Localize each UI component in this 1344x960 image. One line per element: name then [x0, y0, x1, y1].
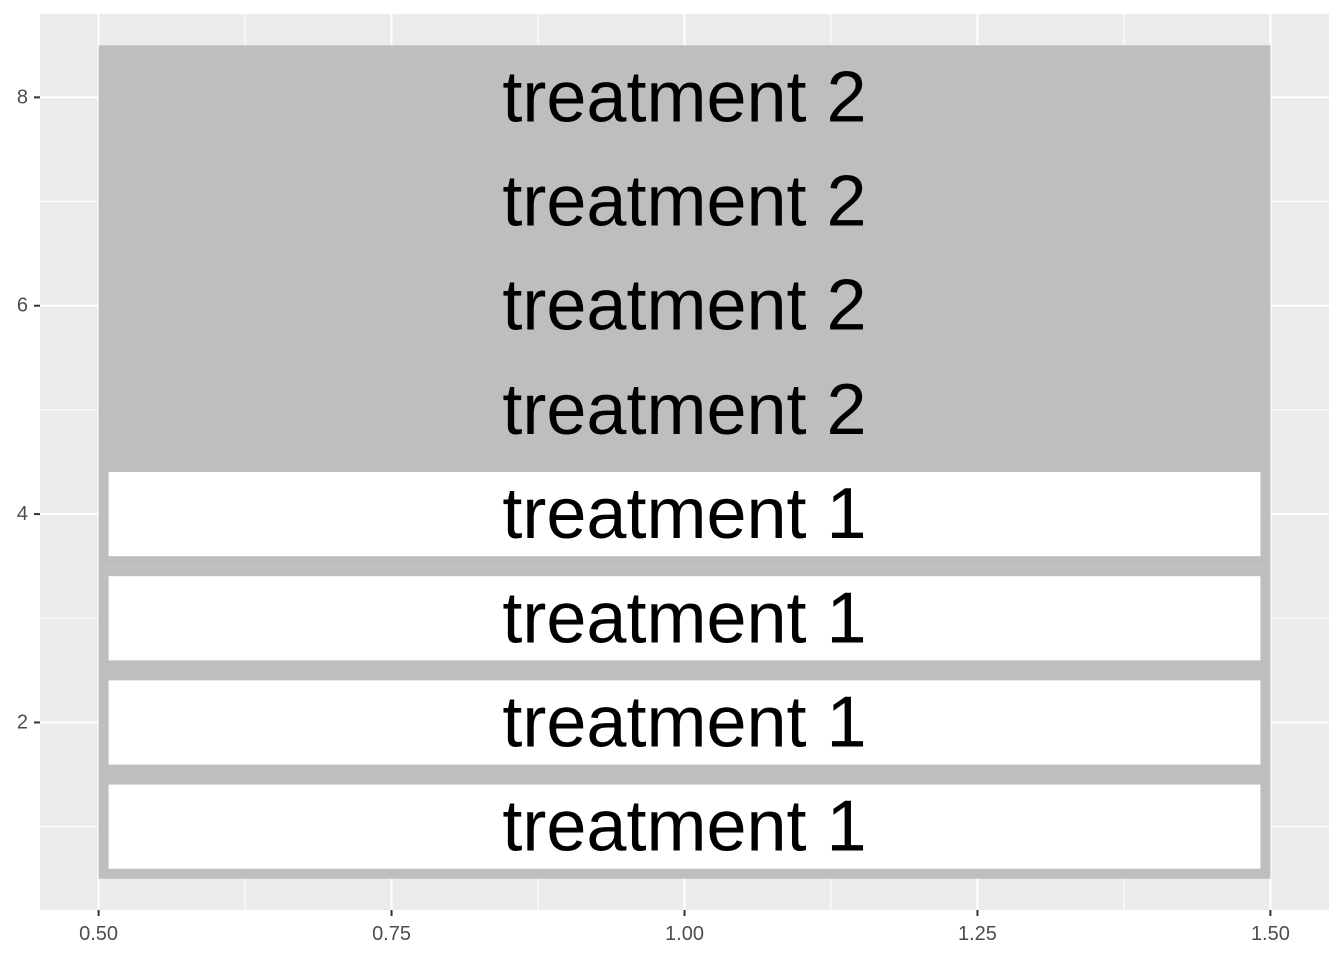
x-axis: 0.50 0.75 1.00 1.25 1.50 [79, 910, 1290, 945]
tile [98, 45, 1271, 150]
y-tick-label: 8 [17, 86, 28, 108]
tile-label: treatment 1 [502, 474, 866, 554]
x-tick-label: 0.50 [79, 923, 118, 945]
tile-label: treatment 2 [502, 266, 866, 346]
y-tick-label: 6 [17, 295, 28, 317]
tile-label: treatment 2 [502, 162, 866, 242]
y-tick-label: 4 [17, 503, 28, 525]
y-tick-label: 2 [17, 711, 28, 733]
tile-label: treatment 1 [502, 682, 866, 762]
tile [98, 774, 1271, 879]
tiles [98, 45, 1271, 879]
tile [98, 462, 1271, 567]
tile [98, 253, 1271, 358]
tile-label: treatment 1 [502, 578, 866, 658]
tile [98, 566, 1271, 671]
tile [98, 149, 1271, 254]
tile [98, 357, 1271, 463]
tile-label: treatment 2 [502, 57, 866, 137]
tile [98, 670, 1271, 775]
tile-labels: treatment 1 treatment 1 treatment 1 treatme… [502, 57, 866, 866]
tile-label: treatment 2 [502, 370, 866, 450]
x-tick-label: 0.75 [372, 923, 411, 945]
x-tick-label: 1.25 [958, 923, 997, 945]
y-axis: 2 4 6 8 [17, 86, 40, 733]
tile-label: treatment 1 [502, 787, 866, 867]
x-tick-label: 1.50 [1251, 923, 1290, 945]
x-tick-label: 1.00 [665, 923, 704, 945]
